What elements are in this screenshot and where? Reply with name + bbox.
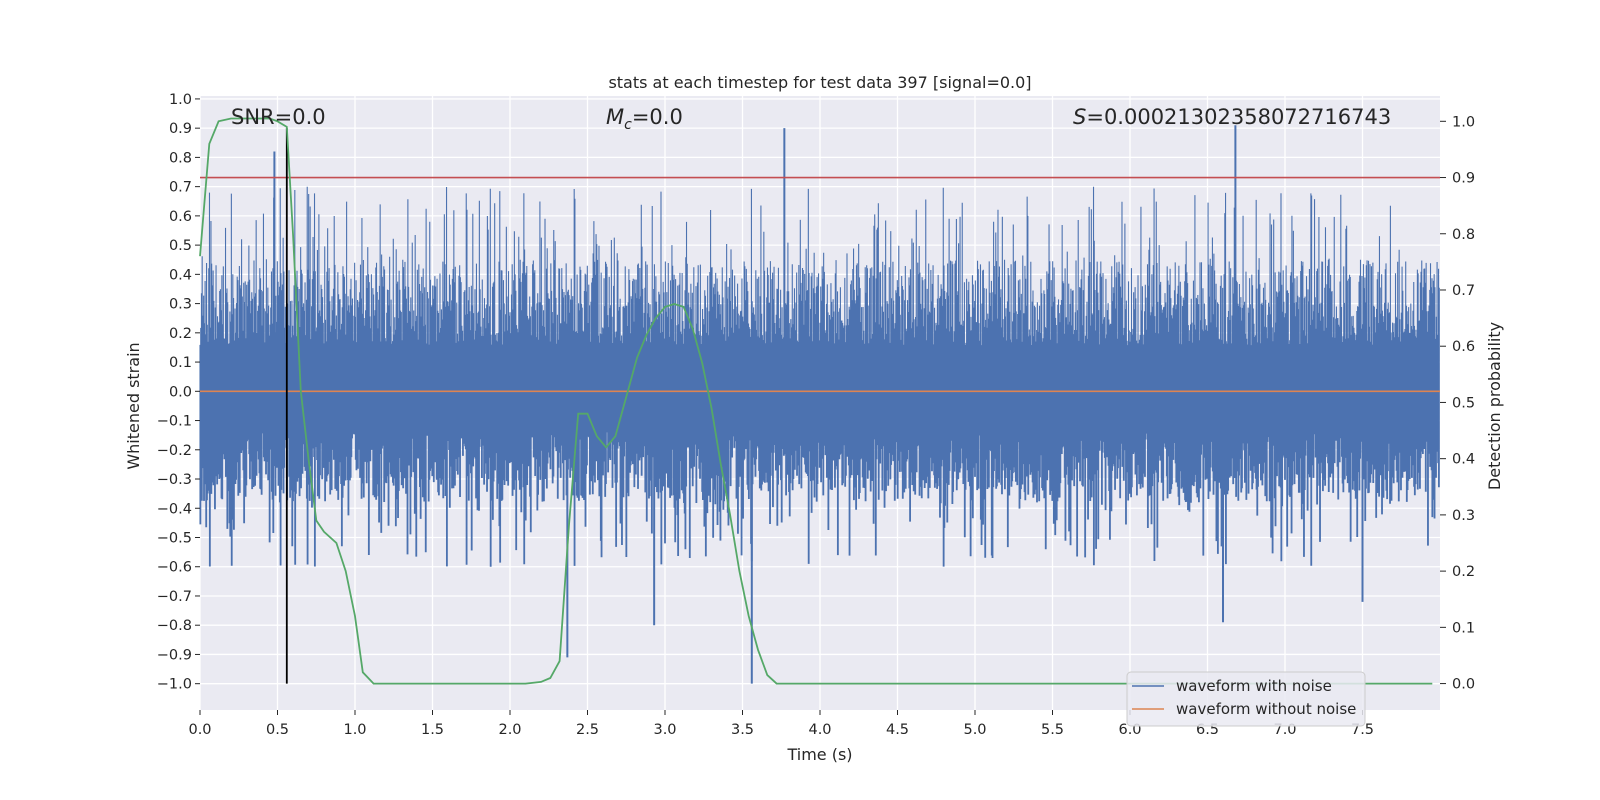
y-left-tick-label: −0.5: [157, 530, 192, 546]
statistic-annotation: S=0.00021302358072716743: [1073, 105, 1391, 129]
x-tick-label: 0.0: [188, 722, 211, 738]
x-tick-label: 2.5: [576, 722, 599, 738]
noisy-waveform: [199, 125, 1440, 684]
y-left-tick-label: 0.6: [169, 209, 192, 225]
x-tick-label: 1.5: [421, 722, 444, 738]
y-right-tick-label: 0.2: [1452, 564, 1475, 580]
y-left-tick-label: 0.7: [169, 180, 192, 196]
y-left-tick-label: 0.5: [169, 238, 192, 254]
y-right-axis-label: Detection probability: [1485, 322, 1504, 490]
y-right-tick-label: 0.1: [1452, 620, 1475, 636]
y-right-tick-label: 0.8: [1452, 227, 1475, 243]
legend-label-noise: waveform with noise: [1176, 677, 1332, 695]
y-left-tick-label: 0.3: [169, 297, 192, 313]
y-left-tick-label: −0.6: [157, 560, 192, 576]
x-axis-label: Time (s): [786, 745, 852, 764]
y-right-tick-label: 1.0: [1452, 114, 1475, 130]
y-left-tick-label: 0.4: [169, 267, 192, 283]
snr-annotation: SNR=0.0: [231, 105, 326, 129]
chirp-mass-annotation: Mc=0.0: [606, 105, 683, 133]
detection-probability-line: [199, 117, 1433, 685]
y-right-tick-label: 0.0: [1452, 677, 1475, 693]
x-tick-label: 0.5: [266, 722, 289, 738]
x-tick-label: 4.5: [886, 722, 909, 738]
y-left-tick-label: 0.0: [169, 384, 192, 400]
legend-label-clean: waveform without noise: [1176, 700, 1356, 718]
statistic-symbol: S: [1073, 105, 1086, 129]
y-left-axis-label: Whitened strain: [124, 342, 143, 469]
y-right-tick-label: 0.7: [1452, 283, 1475, 299]
x-tick-label: 1.0: [343, 722, 366, 738]
y-right-tick-label: 0.9: [1452, 171, 1475, 187]
y-left-tick-label: 0.8: [169, 150, 192, 166]
x-tick-label: 3.0: [653, 722, 676, 738]
y-right-tick-label: 0.6: [1452, 339, 1475, 355]
y-right-tick-label: 0.3: [1452, 508, 1475, 524]
y-right-tick-label: 0.5: [1452, 395, 1475, 411]
x-tick-label: 5.0: [963, 722, 986, 738]
y-left-axis-ticks: 1.0 0.9 0.8 0.7 0.6 0.5 0.4 0.3 0.2 0.1 0.0 −0.1 −0.…: [157, 92, 200, 693]
legend-box: [1126, 671, 1366, 727]
y-left-tick-label: −0.8: [157, 618, 192, 634]
y-left-tick-label: −0.4: [157, 501, 192, 517]
y-left-tick-label: −0.9: [157, 647, 192, 663]
x-tick-label: 2.0: [498, 722, 521, 738]
y-left-tick-label: −0.3: [157, 472, 192, 488]
noise-band: [199, 186, 1440, 567]
chart-title: stats at each timestep for test data 397…: [608, 73, 1031, 92]
chirp-mass-subscript: c: [624, 117, 632, 133]
y-left-tick-label: 0.2: [169, 326, 192, 342]
y-right-tick-label: 0.4: [1452, 452, 1475, 468]
x-axis-ticks: 0.0 0.5 1.0 1.5 2.0 2.5 3.0 3.5 4.0 4.5 5.0 5.5 6.0 6…: [188, 710, 1374, 738]
y-left-tick-label: 1.0: [169, 92, 192, 108]
x-tick-label: 4.0: [808, 722, 831, 738]
x-tick-label: 5.5: [1041, 722, 1064, 738]
y-left-tick-label: 0.9: [169, 121, 192, 137]
chirp-mass-value: =0.0: [632, 105, 683, 129]
chirp-mass-symbol: M: [606, 105, 624, 129]
y-left-tick-label: 0.1: [169, 355, 192, 371]
y-left-tick-label: −1.0: [157, 677, 192, 693]
x-tick-label: 3.5: [731, 722, 754, 738]
y-left-tick-label: −0.1: [157, 414, 192, 430]
legend: waveform with noise waveform without noi…: [1126, 671, 1366, 727]
y-right-axis-ticks: 1.0 0.9 0.8 0.7 0.6 0.5 0.4 0.3 0.2 0.1 0.0: [1440, 114, 1475, 693]
statistic-value: =0.00021302358072716743: [1086, 105, 1391, 129]
y-left-tick-label: −0.2: [157, 443, 192, 459]
y-left-tick-label: −0.7: [157, 589, 192, 605]
